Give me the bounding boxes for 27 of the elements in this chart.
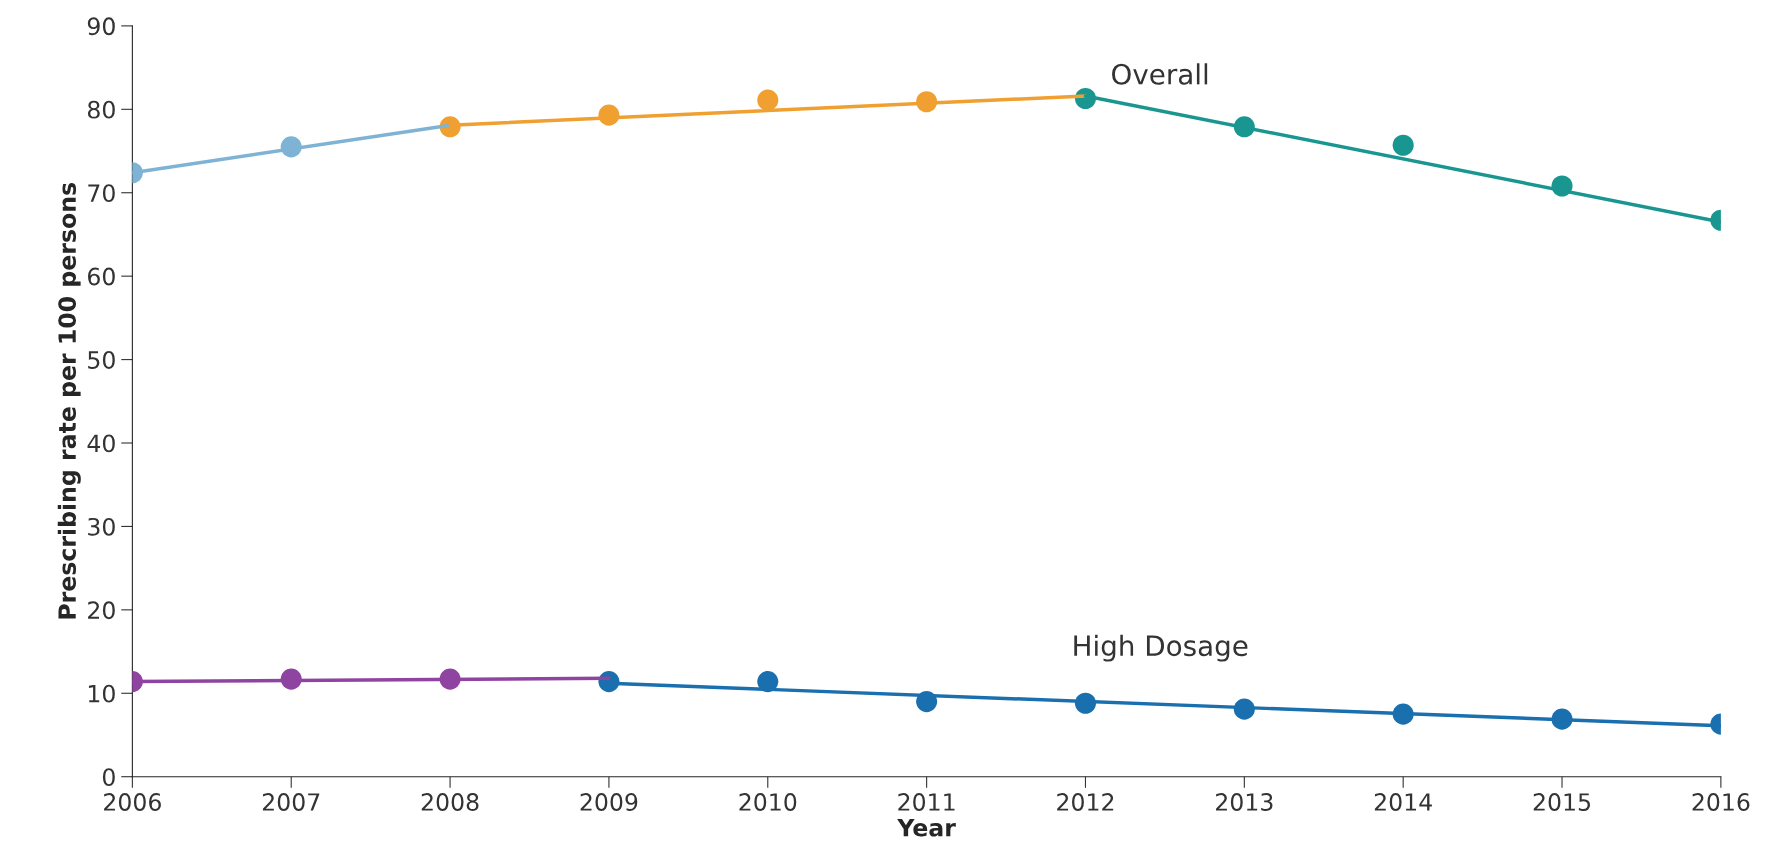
x-axis-title: Year xyxy=(897,819,956,837)
y-tick-label: 20 xyxy=(88,601,115,620)
x-tick-label: 2007 xyxy=(262,793,320,811)
x-tick-label: 2013 xyxy=(1216,793,1273,811)
x-tick-label: 2016 xyxy=(1692,793,1750,811)
y-tick-label: 40 xyxy=(87,434,115,453)
y-tick-label: 70 xyxy=(88,184,115,203)
x-tick-label: 2010 xyxy=(739,793,797,811)
y-axis-title: Prescribing rate per 100 persons xyxy=(57,183,81,619)
point xyxy=(1392,134,1414,156)
y-tick-label: 0 xyxy=(102,768,115,787)
x-tick-label: 2012 xyxy=(1057,793,1114,811)
series-label: High Dosage xyxy=(1074,634,1248,662)
x-tick-label: 2015 xyxy=(1533,793,1591,811)
y-tick-label: 30 xyxy=(88,517,115,536)
y-tick-label: 90 xyxy=(87,17,115,36)
y-tick-label: 80 xyxy=(87,100,115,119)
y-tick-label: 10 xyxy=(88,684,115,703)
x-tick-label: 2014 xyxy=(1374,793,1432,811)
x-tick-label: 2009 xyxy=(580,793,638,811)
x-tick-label: 2006 xyxy=(104,793,161,811)
y-tick-label: 60 xyxy=(88,267,115,286)
series-label: Overall xyxy=(1112,63,1208,85)
x-tick-label: 2008 xyxy=(421,793,479,811)
y-tick-label: 50 xyxy=(88,351,115,369)
point xyxy=(757,89,779,111)
x-tick-label: 2011 xyxy=(898,793,955,811)
